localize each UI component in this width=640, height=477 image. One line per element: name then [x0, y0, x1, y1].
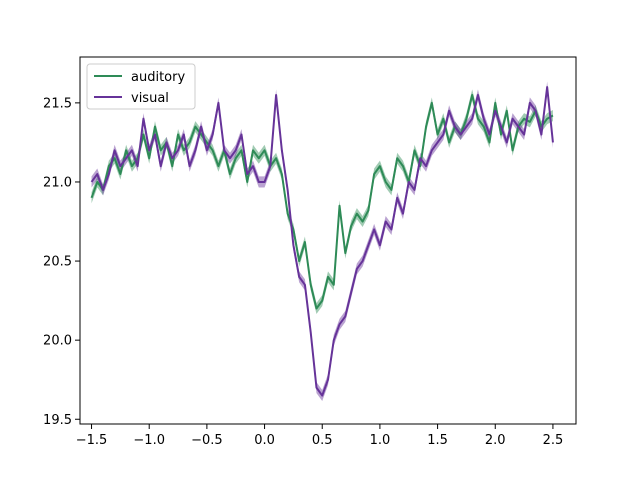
series-line-visual — [90, 86, 554, 397]
x-tick-label: 1.0 — [370, 433, 391, 448]
legend-label-auditory: auditory — [131, 70, 185, 85]
legend: auditory visual — [86, 63, 196, 110]
plot-frame — [79, 56, 577, 425]
x-tick-label: 2.0 — [485, 433, 506, 448]
series-lines — [90, 86, 554, 397]
x-tick-label: 0.5 — [312, 433, 333, 448]
legend-label-visual: visual — [131, 91, 169, 106]
y-tick-label: 21.5 — [43, 96, 72, 111]
confidence-bands — [91, 81, 553, 402]
y-tick-label: 19.5 — [43, 413, 72, 428]
y-tick-label: 20.5 — [43, 255, 72, 270]
x-tick-label: 1.5 — [427, 433, 448, 448]
x-tick-label: −0.5 — [191, 433, 223, 448]
y-axis: 19.5 20.0 20.5 21.0 21.5 — [43, 96, 80, 428]
x-tick-label: −1.5 — [76, 433, 108, 448]
x-tick-label: 2.5 — [543, 433, 564, 448]
y-tick-label: 20.0 — [43, 334, 72, 349]
band-auditory — [91, 89, 553, 315]
x-tick-label: 0.0 — [254, 433, 275, 448]
x-tick-label: −1.0 — [133, 433, 165, 448]
y-tick-label: 21.0 — [43, 175, 72, 190]
x-axis: −1.5 −1.0 −0.5 0.0 0.5 1.0 1.5 2.0 2.5 — [76, 424, 564, 448]
